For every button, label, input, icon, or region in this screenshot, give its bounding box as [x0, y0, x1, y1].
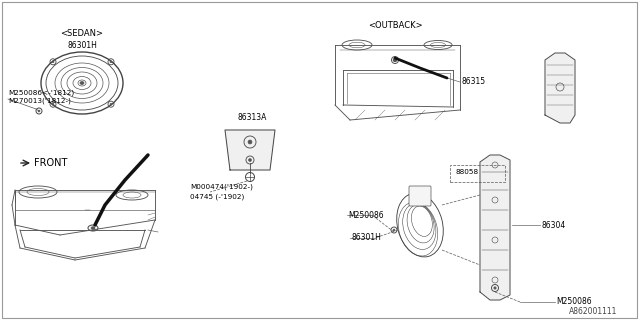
Text: M270013('1812-): M270013('1812-) [8, 98, 71, 104]
Circle shape [248, 140, 252, 144]
Text: M250086: M250086 [348, 211, 383, 220]
Polygon shape [225, 130, 275, 170]
Text: <SEDAN>: <SEDAN> [61, 28, 104, 37]
FancyBboxPatch shape [409, 186, 431, 206]
Polygon shape [545, 53, 575, 123]
Text: 04745 (-'1902): 04745 (-'1902) [190, 194, 244, 200]
Polygon shape [480, 155, 510, 300]
Text: <OUTBACK>: <OUTBACK> [368, 20, 422, 29]
Text: 86301H: 86301H [67, 41, 97, 50]
Text: M250086<-'1812): M250086<-'1812) [8, 90, 74, 96]
Ellipse shape [91, 227, 95, 229]
Text: 86315: 86315 [462, 77, 486, 86]
Text: 86304: 86304 [542, 220, 566, 229]
Ellipse shape [80, 82, 84, 84]
Circle shape [52, 103, 54, 105]
FancyBboxPatch shape [2, 2, 637, 318]
Circle shape [110, 103, 112, 105]
Text: 86313A: 86313A [238, 114, 268, 123]
Circle shape [494, 287, 496, 289]
Circle shape [393, 229, 395, 231]
Text: 86301H: 86301H [351, 234, 381, 243]
Text: A862001111: A862001111 [568, 308, 617, 316]
Text: 88058: 88058 [455, 169, 478, 175]
Circle shape [110, 61, 112, 63]
Circle shape [394, 59, 397, 61]
Circle shape [38, 110, 40, 112]
Circle shape [248, 158, 252, 162]
Circle shape [52, 61, 54, 63]
Text: M250086: M250086 [556, 298, 591, 307]
Text: FRONT: FRONT [34, 158, 67, 168]
Text: M000474('1902-): M000474('1902-) [190, 184, 253, 190]
